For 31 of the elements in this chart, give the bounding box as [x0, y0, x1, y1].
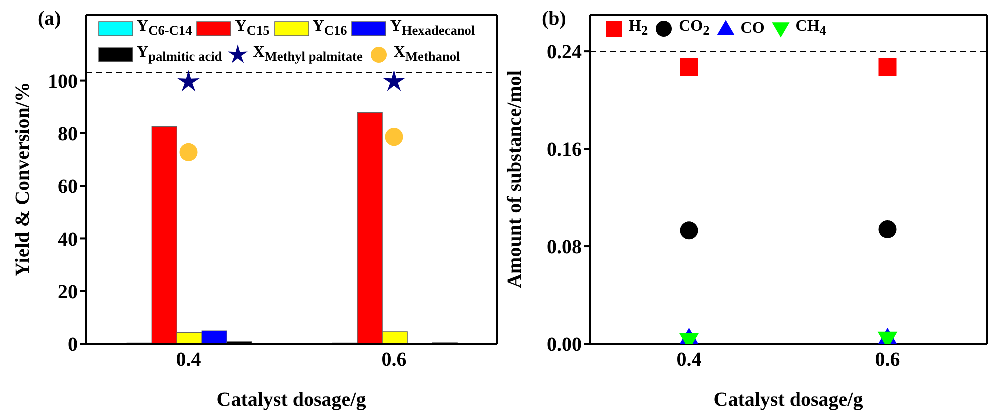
legend-label: Y$_{C6-C14}$	[137, 17, 192, 40]
y-tick-label: 20	[58, 281, 78, 304]
x-tick-label: 0.6	[382, 349, 407, 372]
legend-label: X$_{Methyl palmitate}$	[253, 43, 363, 66]
y-tick-label: 40	[58, 228, 78, 251]
legend-label: CH$_{4}$	[796, 17, 826, 40]
legend-label: Y$_{C15}$	[235, 17, 270, 40]
x-axis-title: Catalyst dosage/g	[714, 389, 864, 411]
y-tick-label: 0.16	[547, 139, 582, 162]
y-tick-label: 80	[58, 124, 78, 146]
x-axis-title: Catalyst dosage/g	[216, 389, 366, 411]
y-tick-label: 0.08	[547, 236, 582, 259]
legend-label: Y$_{C16}$	[312, 17, 348, 40]
y-tick-label: 0.24	[547, 42, 582, 64]
legend-label: X$_{Methanol}$	[394, 43, 460, 66]
y-tick-label: 100	[48, 70, 78, 93]
y-axis-title: Yield & Conversion/%	[12, 82, 34, 277]
chart-title: (b)	[542, 8, 566, 31]
y-tick-label: 0	[68, 334, 78, 356]
legend-label: Y$_{palmitic acid}$	[137, 43, 222, 66]
y-axis-title: Amount of substance/mol	[504, 70, 526, 288]
x-tick-label: 0.6	[875, 349, 900, 372]
legend-label: Y$_{Hexadecanol}$	[390, 17, 476, 40]
x-tick-label: 0.4	[676, 349, 702, 372]
legend-label: CO$_{2}$	[679, 17, 710, 40]
legend-label: CO	[740, 19, 765, 40]
y-tick-label: 0.00	[547, 334, 582, 356]
chart-title: (a)	[38, 8, 62, 31]
legend-label: H$_{2}$	[629, 17, 648, 40]
x-tick-label: 0.4	[176, 349, 202, 372]
y-tick-label: 60	[58, 176, 78, 198]
